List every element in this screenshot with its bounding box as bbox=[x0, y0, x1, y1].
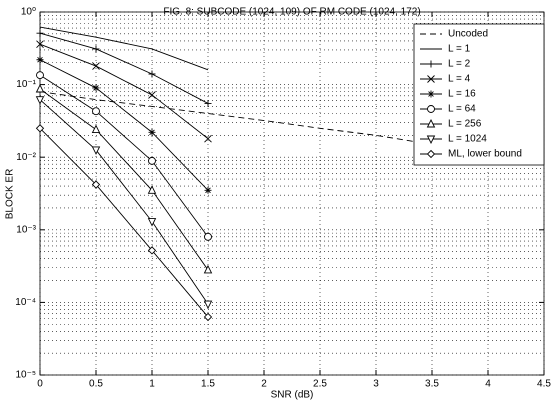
y-tick-label: 10⁻⁵ bbox=[15, 370, 36, 381]
y-tick-label: 10⁻² bbox=[16, 152, 36, 163]
legend-label: L = 1 bbox=[448, 44, 471, 55]
series-line bbox=[39, 99, 209, 305]
marker bbox=[36, 71, 44, 80]
legend-label: L = 4 bbox=[448, 74, 471, 85]
series-line bbox=[39, 32, 209, 104]
legend-box bbox=[413, 23, 545, 166]
x-axis-label: SNR (dB) bbox=[271, 390, 314, 401]
marker bbox=[203, 264, 213, 274]
marker bbox=[204, 134, 212, 143]
legend-marker bbox=[426, 118, 436, 128]
marker bbox=[148, 128, 156, 136]
legend-label: L = 1024 bbox=[448, 134, 487, 145]
marker bbox=[92, 84, 100, 92]
x-tick-label: 3 bbox=[373, 379, 379, 390]
marker bbox=[35, 124, 45, 133]
x-tick-label: 0 bbox=[37, 379, 43, 390]
series-line bbox=[39, 59, 209, 191]
marker bbox=[203, 300, 213, 310]
legend-marker bbox=[427, 105, 435, 113]
x-tick-label: 0.5 bbox=[89, 379, 103, 390]
marker bbox=[36, 40, 44, 49]
marker bbox=[35, 96, 45, 105]
legend-marker bbox=[427, 75, 435, 83]
marker bbox=[204, 232, 212, 241]
marker bbox=[148, 70, 156, 78]
y-tick-label: 10⁻¹ bbox=[16, 79, 36, 90]
y-tick-label: 10⁻⁴ bbox=[15, 297, 36, 308]
marker bbox=[148, 91, 156, 99]
marker bbox=[92, 62, 100, 70]
marker bbox=[147, 185, 157, 194]
series-line bbox=[39, 88, 209, 271]
legend-label: L = 64 bbox=[448, 104, 476, 115]
legend-label: ML, lower bound bbox=[448, 149, 522, 160]
marker bbox=[203, 312, 213, 322]
marker bbox=[35, 83, 45, 93]
legend-marker bbox=[426, 149, 436, 159]
series-line bbox=[39, 43, 209, 140]
legend-label: Uncoded bbox=[448, 29, 488, 40]
marker bbox=[147, 218, 157, 227]
legend-marker bbox=[426, 135, 436, 145]
marker bbox=[147, 246, 157, 255]
y-tick-label: 10⁻³ bbox=[16, 224, 36, 235]
series-line bbox=[39, 26, 209, 71]
marker bbox=[91, 180, 101, 189]
marker bbox=[204, 99, 212, 107]
marker bbox=[148, 156, 156, 165]
x-tick-label: 4.5 bbox=[537, 379, 551, 390]
marker bbox=[92, 45, 100, 53]
marker bbox=[91, 124, 101, 134]
marker bbox=[36, 56, 44, 64]
y-tick-label: 10⁰ bbox=[21, 7, 36, 18]
x-tick-label: 4 bbox=[485, 379, 491, 390]
plot-frame bbox=[39, 11, 545, 376]
legend-marker bbox=[427, 60, 435, 68]
legend-label: L = 2 bbox=[448, 59, 471, 70]
x-tick-label: 3.5 bbox=[425, 379, 439, 390]
x-tick-label: 2 bbox=[261, 379, 267, 390]
legend-label: L = 16 bbox=[448, 89, 476, 100]
legend-marker bbox=[427, 90, 435, 98]
x-tick-label: 1.5 bbox=[201, 379, 215, 390]
x-tick-label: 1 bbox=[149, 379, 155, 390]
series-line bbox=[39, 127, 209, 318]
marker bbox=[91, 146, 101, 155]
y-axis-label: BLOCK ER bbox=[5, 169, 16, 220]
series-line bbox=[39, 74, 209, 238]
x-tick-label: 2.5 bbox=[313, 379, 327, 390]
legend-label: L = 256 bbox=[448, 119, 482, 130]
marker bbox=[36, 29, 44, 37]
marker bbox=[92, 107, 100, 116]
marker bbox=[204, 186, 212, 194]
